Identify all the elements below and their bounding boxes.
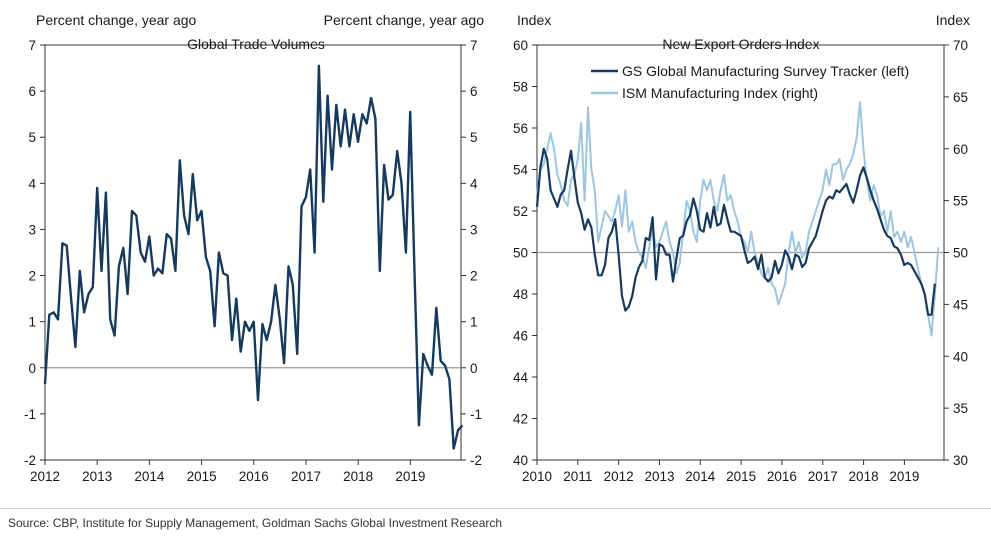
ytick-label-right: 5 [470,130,478,145]
ytick-label-right: 30 [953,453,968,468]
xtick-label: 2015 [726,469,756,484]
legend: GS Global Manufacturing Survey Tracker (… [591,63,909,101]
chart-title: New Export Orders Index [662,36,819,52]
y-axis-left-labels: 40 42 44 46 48 50 52 54 56 58 60 [513,38,529,468]
tick-marks [40,44,466,465]
xtick-label: 2019 [395,469,425,484]
ytick-label-right: 0 [470,361,478,376]
ytick-label-left: -1 [24,407,36,422]
xtick-label: 2014 [685,469,716,484]
source-note: Source: CBP, Institute for Supply Manage… [8,516,503,530]
xtick-label: 2019 [889,469,919,484]
legend-label-ism: ISM Manufacturing Index (right) [622,85,818,101]
ytick-label-right: 50 [953,246,968,261]
tick-marks [532,44,949,465]
ytick-label-left: 52 [513,204,528,219]
y-axis-title-right: Index [936,12,970,28]
xtick-label: 2011 [563,469,592,484]
ytick-label-left: 7 [28,38,36,53]
ytick-label-left: 6 [28,84,36,99]
xtick-label: 2018 [343,469,373,484]
y-axis-title-right: Percent change, year ago [324,12,485,28]
ytick-label-right: 35 [953,401,968,416]
ytick-label-left: 54 [513,163,529,178]
ytick-label-left: 4 [28,176,36,191]
plot-frame [44,44,462,461]
xtick-label: 2013 [82,469,112,484]
ytick-label-left: 50 [513,246,528,261]
ytick-label-left: 48 [513,287,528,302]
ytick-label-right: 1 [470,315,478,330]
export-orders-chart: 40 42 44 46 48 50 52 54 56 58 60 30 35 4… [513,12,970,484]
ytick-label-left: 56 [513,121,528,136]
ytick-label-left: 1 [28,315,36,330]
xtick-label: 2014 [134,469,165,484]
ytick-label-left: 42 [513,412,528,427]
x-axis-labels: 2010 2011 2012 2013 2014 2015 2016 2017 … [522,469,919,484]
xtick-label: 2012 [604,469,634,484]
y-axis-title-left: Percent change, year ago [36,12,197,28]
y-axis-left-labels: -2 -1 0 1 2 3 4 5 6 7 [24,38,37,468]
ytick-label-right: 60 [953,142,968,157]
ytick-label-left: -2 [24,453,36,468]
ytick-label-left: 0 [28,361,36,376]
ytick-label-right: -1 [470,407,482,422]
ytick-label-right: 3 [470,222,478,237]
ytick-label-right: 45 [953,297,968,312]
ytick-label-left: 40 [513,453,528,468]
ytick-label-right: 40 [953,349,968,364]
ytick-label-right: 55 [953,194,968,209]
ytick-label-right: 6 [470,84,478,99]
series-line-gs-tracker [535,147,936,316]
global-trade-chart: -2 -1 0 1 2 3 4 5 6 7 -2 -1 0 1 2 3 4 5 … [24,12,484,484]
xtick-label: 2015 [187,469,217,484]
ytick-label-right: -2 [470,453,482,468]
ytick-label-left: 46 [513,329,528,344]
ytick-label-left: 3 [28,222,36,237]
ytick-label-left: 60 [513,38,528,53]
xtick-label: 2017 [808,469,838,484]
series-line-global-trade-volumes [43,64,464,450]
ytick-label-right: 65 [953,90,968,105]
xtick-label: 2012 [30,469,60,484]
x-axis-labels: 2012 2013 2014 2015 2016 2017 2018 2019 [30,469,425,484]
y-axis-title-left: Index [517,12,551,28]
chart-title: Global Trade Volumes [187,36,325,52]
xtick-label: 2016 [239,469,269,484]
y-axis-right-labels: -2 -1 0 1 2 3 4 5 6 7 [470,38,482,468]
xtick-label: 2017 [291,469,321,484]
footer-rule [0,508,991,509]
ytick-label-left: 5 [28,130,36,145]
ytick-label-left: 2 [28,269,36,284]
ytick-label-right: 70 [953,38,968,53]
ytick-label-left: 44 [513,370,529,385]
y-axis-right-labels: 30 35 40 45 50 55 60 65 70 [953,38,968,468]
series-line-ism-manufacturing [536,101,940,337]
xtick-label: 2013 [644,469,674,484]
xtick-label: 2018 [849,469,879,484]
xtick-label: 2010 [522,469,552,484]
ytick-label-right: 2 [470,269,478,284]
ytick-label-right: 7 [470,38,478,53]
xtick-label: 2016 [767,469,797,484]
ytick-label-left: 58 [513,80,528,95]
ytick-label-right: 4 [470,176,478,191]
legend-label-gs: GS Global Manufacturing Survey Tracker (… [622,63,909,79]
